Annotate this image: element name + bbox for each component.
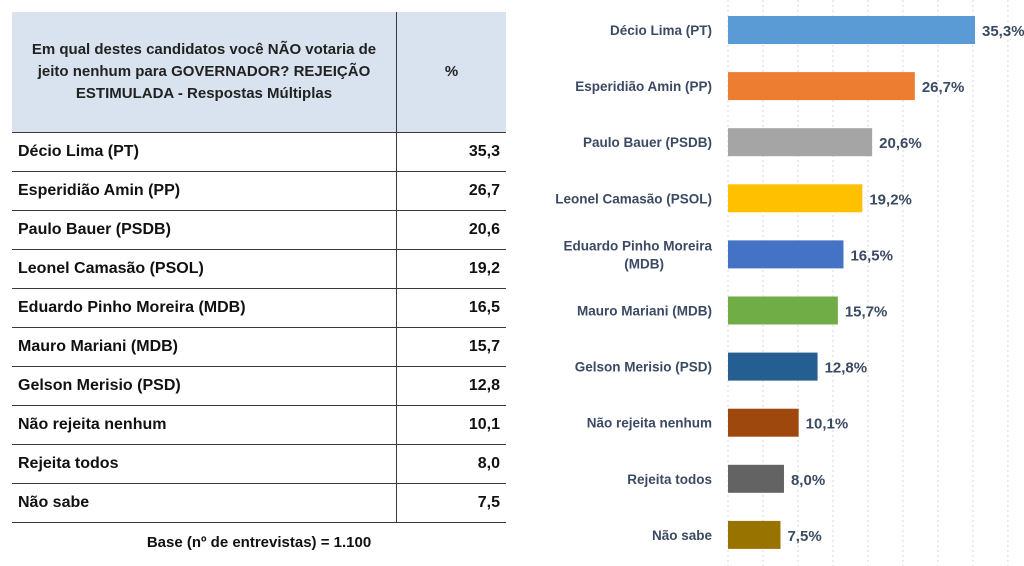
candidate-name: Rejeita todos xyxy=(12,444,397,484)
bar xyxy=(728,352,818,381)
value-label: 10,1% xyxy=(806,416,849,433)
bar xyxy=(728,408,799,437)
table-row: Rejeita todos 8,0 xyxy=(12,444,506,484)
candidate-name: Gelson Merisio (PSD) xyxy=(12,366,397,406)
table-header-row: Em qual destes candidatos você NÃO votar… xyxy=(12,12,506,133)
category-label: Gelson Merisio (PSD) xyxy=(575,360,712,375)
value-label: 12,8% xyxy=(825,360,868,377)
value-label: 7,5% xyxy=(787,528,821,545)
candidate-name: Mauro Mariani (MDB) xyxy=(12,327,397,367)
table-row: Não sabe 7,5 xyxy=(12,483,506,523)
candidate-percent: 8,0 xyxy=(396,444,506,484)
value-label: 15,7% xyxy=(845,304,888,321)
candidate-name: Paulo Bauer (PSDB) xyxy=(12,210,397,250)
candidate-name: Leonel Camasão (PSOL) xyxy=(12,249,397,289)
candidate-name: Não sabe xyxy=(12,483,397,523)
category-label: Décio Lima (PT) xyxy=(610,23,712,38)
candidate-name: Eduardo Pinho Moreira (MDB) xyxy=(12,288,397,328)
value-label: 26,7% xyxy=(922,79,965,96)
value-label: 16,5% xyxy=(850,247,893,264)
bar xyxy=(728,128,873,157)
bar xyxy=(728,464,784,493)
candidate-percent: 10,1 xyxy=(396,405,506,445)
value-label: 35,3% xyxy=(982,23,1024,40)
category-label: Não sabe xyxy=(652,528,713,543)
table-row: Esperidião Amin (PP) 26,7 xyxy=(12,171,506,211)
category-label: Leonel Camasão (PSOL) xyxy=(555,191,712,206)
bar xyxy=(728,520,781,549)
table-row: Paulo Bauer (PSDB) 20,6 xyxy=(12,210,506,250)
table-row: Mauro Mariani (MDB) 15,7 xyxy=(12,327,506,367)
category-label: Esperidião Amin (PP) xyxy=(575,79,712,94)
bar xyxy=(728,72,915,101)
bar xyxy=(728,16,975,44)
candidate-percent: 19,2 xyxy=(396,249,506,289)
candidate-name: Décio Lima (PT) xyxy=(12,132,397,172)
table-row: Gelson Merisio (PSD) 12,8 xyxy=(12,366,506,406)
table-row: Não rejeita nenhum 10,1 xyxy=(12,405,506,445)
category-label: Mauro Mariani (MDB) xyxy=(577,304,712,319)
bar xyxy=(728,240,844,269)
category-label: Não rejeita nenhum xyxy=(587,416,712,431)
question-header: Em qual destes candidatos você NÃO votar… xyxy=(12,12,397,133)
value-label: 8,0% xyxy=(791,472,825,489)
percent-header: % xyxy=(396,12,506,133)
bar-chart-panel: Décio Lima (PT) 35,3% Esperidião Amin (PP)… xyxy=(534,0,1024,566)
candidate-percent: 26,7 xyxy=(396,171,506,211)
table-row: Décio Lima (PT) 35,3 xyxy=(12,132,506,172)
results-table: Em qual destes candidatos você NÃO votar… xyxy=(12,12,506,523)
candidate-percent: 35,3 xyxy=(396,132,506,172)
category-label: Rejeita todos xyxy=(627,472,712,487)
value-label: 19,2% xyxy=(869,191,912,208)
table-row: Leonel Camasão (PSOL) 19,2 xyxy=(12,249,506,289)
results-table-panel: Em qual destes candidatos você NÃO votar… xyxy=(12,12,506,523)
candidate-percent: 12,8 xyxy=(396,366,506,406)
candidate-name: Não rejeita nenhum xyxy=(12,405,397,445)
candidate-percent: 7,5 xyxy=(396,483,506,523)
category-label: Paulo Bauer (PSDB) xyxy=(583,135,712,150)
value-label: 20,6% xyxy=(879,135,922,152)
candidate-percent: 15,7 xyxy=(396,327,506,367)
bar xyxy=(728,184,863,213)
bar xyxy=(728,296,838,325)
table-row: Eduardo Pinho Moreira (MDB) 16,5 xyxy=(12,288,506,328)
candidate-percent: 16,5 xyxy=(396,288,506,328)
sample-base-note: Base (nº de entrevistas) = 1.100 xyxy=(146,534,372,551)
category-label: Eduardo Pinho Moreira (MDB) xyxy=(563,238,712,271)
rejection-bar-chart: Décio Lima (PT) 35,3% Esperidião Amin (PP)… xyxy=(555,0,1024,566)
candidate-percent: 20,6 xyxy=(396,210,506,250)
candidate-name: Esperidião Amin (PP) xyxy=(12,171,397,211)
